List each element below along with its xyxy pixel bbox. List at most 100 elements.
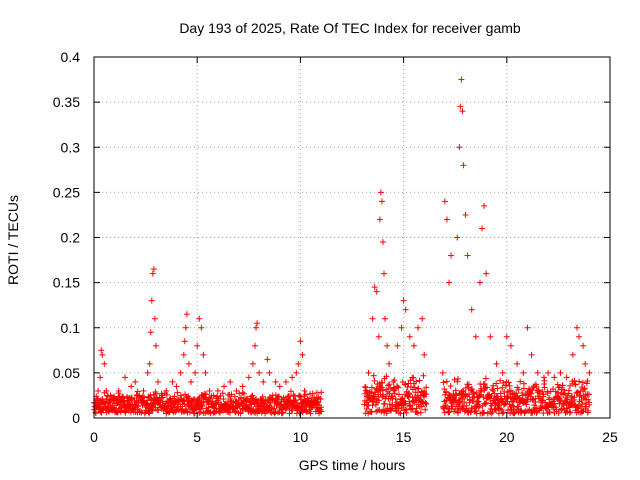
data-point (515, 403, 522, 410)
data-point (365, 369, 372, 376)
data-point (163, 387, 170, 394)
data-point (394, 383, 401, 390)
data-point (198, 401, 205, 408)
data-point (579, 379, 586, 386)
data-point (110, 404, 117, 411)
data-point (482, 401, 489, 408)
data-point (534, 369, 541, 376)
data-point (177, 369, 184, 376)
data-point (561, 387, 568, 394)
data-point (528, 390, 535, 397)
data-point (228, 391, 235, 398)
data-point (238, 394, 245, 401)
data-point (309, 390, 316, 397)
data-point (185, 360, 192, 367)
y-tick-label: 0.15 (53, 275, 80, 291)
data-point (188, 378, 195, 385)
data-point (487, 333, 494, 340)
data-point (402, 400, 409, 407)
data-point (454, 234, 461, 241)
data-point (379, 239, 386, 246)
data-point (147, 392, 154, 399)
data-point (415, 385, 422, 392)
data-point (456, 144, 463, 151)
data-point (410, 374, 417, 381)
data-point (194, 342, 201, 349)
data-point (237, 410, 244, 417)
data-point (286, 393, 293, 400)
data-point (318, 404, 325, 411)
data-point (172, 408, 179, 415)
data-point (585, 396, 592, 403)
data-point (468, 306, 475, 313)
data-point (128, 383, 135, 390)
data-point (535, 387, 542, 394)
data-point (318, 389, 325, 396)
data-point (423, 391, 430, 398)
data-point (465, 381, 472, 388)
data-point (388, 405, 395, 412)
data-point (579, 408, 586, 415)
data-point (536, 390, 543, 397)
data-point (97, 405, 104, 412)
data-point (569, 351, 576, 358)
data-point (282, 378, 289, 385)
data-point (523, 401, 530, 408)
data-point (171, 393, 178, 400)
data-point (576, 393, 583, 400)
data-point (446, 279, 453, 286)
data-point (461, 399, 468, 406)
data-point (585, 391, 592, 398)
data-point (317, 395, 324, 402)
data-point (499, 384, 506, 391)
data-point (115, 387, 122, 394)
data-point (391, 387, 398, 394)
data-point (148, 406, 155, 413)
data-point (483, 270, 490, 277)
data-point (128, 394, 135, 401)
data-point (515, 386, 522, 393)
data-point (386, 360, 393, 367)
data-point (422, 399, 429, 406)
data-point (473, 389, 480, 396)
data-point (287, 388, 294, 395)
data-point (299, 351, 306, 358)
data-point (546, 409, 553, 416)
data-point (517, 378, 524, 385)
data-point (558, 406, 565, 413)
data-point (376, 216, 383, 223)
y-tick-label: 0.25 (53, 184, 80, 200)
data-point (532, 398, 539, 405)
data-point (505, 407, 512, 414)
data-point (503, 333, 510, 340)
data-point (520, 385, 527, 392)
data-point (256, 369, 263, 376)
data-point (565, 387, 572, 394)
data-point (400, 297, 407, 304)
x-axis-label: GPS time / hours (299, 457, 406, 473)
data-point (386, 381, 393, 388)
data-point (419, 399, 426, 406)
data-point (481, 409, 488, 416)
data-point (387, 406, 394, 413)
data-point (266, 369, 273, 376)
data-point (184, 408, 191, 415)
data-point (493, 360, 500, 367)
data-point (382, 315, 389, 322)
data-point (373, 288, 380, 295)
data-point (233, 387, 240, 394)
data-point (121, 374, 128, 381)
data-point (576, 378, 583, 385)
data-point (377, 189, 384, 196)
data-point (152, 342, 159, 349)
data-point (390, 378, 397, 385)
data-point (150, 266, 157, 273)
x-tick-label: 0 (90, 429, 98, 445)
data-point (301, 392, 308, 399)
data-point (151, 315, 158, 322)
data-point (149, 270, 156, 277)
data-point (240, 390, 247, 397)
data-point (152, 389, 159, 396)
data-point (410, 342, 417, 349)
data-point (582, 360, 589, 367)
